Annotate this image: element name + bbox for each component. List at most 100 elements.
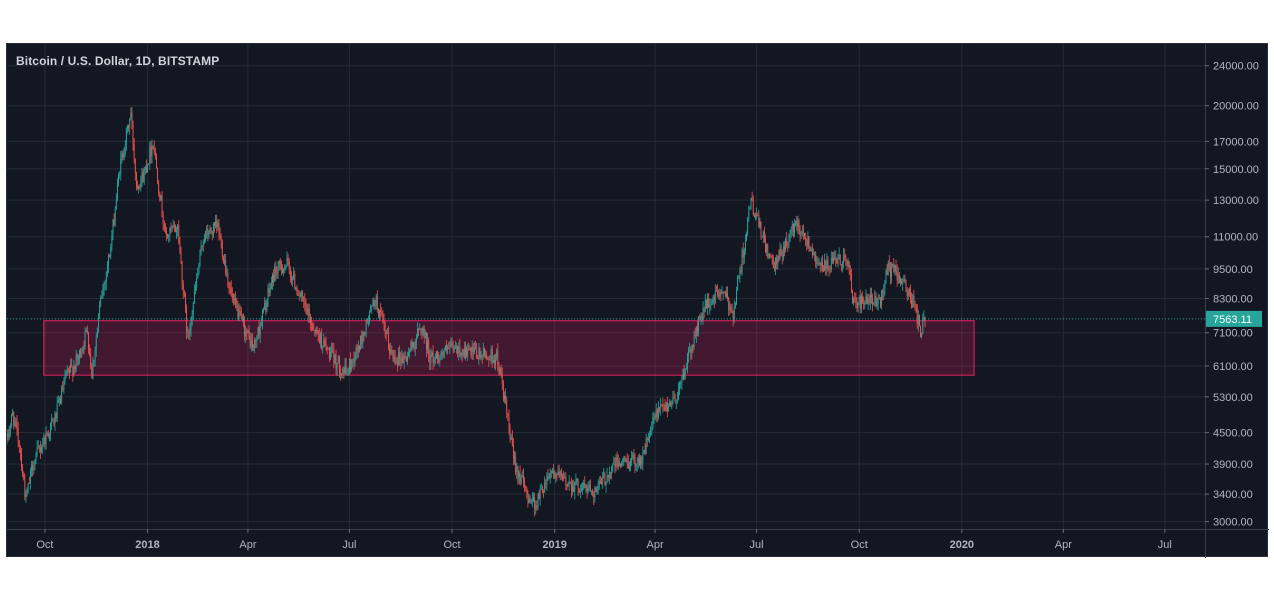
candle-body (139, 186, 141, 188)
candle-body (613, 463, 615, 465)
candle-body (470, 348, 472, 355)
candle-body (362, 331, 364, 344)
candle-body (43, 437, 45, 445)
candle-body (746, 233, 747, 240)
candle-body (202, 241, 204, 246)
candle-body (483, 348, 485, 356)
candle-body (624, 456, 626, 462)
candle-body (535, 505, 537, 510)
candle-body (533, 497, 534, 500)
candle-body (916, 305, 918, 325)
candle-body (549, 472, 551, 479)
candle-body (366, 319, 368, 322)
candle-body (449, 344, 451, 349)
candle-body (434, 358, 436, 360)
candle-body (920, 326, 922, 337)
candle-body (873, 303, 875, 305)
candle-body (555, 474, 557, 479)
candle-body (350, 359, 352, 370)
candle-body (524, 480, 526, 486)
candle-body (336, 362, 338, 369)
candle-body (228, 284, 230, 288)
candle-body (34, 459, 36, 469)
candle-body (801, 231, 803, 233)
candle-body (37, 447, 39, 449)
candle-body (93, 359, 95, 363)
candle-body (714, 290, 716, 303)
candle-body (813, 254, 814, 256)
candle-body (282, 269, 283, 274)
candle-body (293, 274, 295, 279)
candle-body (564, 477, 566, 479)
candle-body (87, 332, 89, 349)
candle-body (790, 228, 792, 234)
candle-body (425, 332, 427, 350)
candle-body (103, 283, 105, 289)
candle-body (887, 262, 889, 275)
candle-body (221, 242, 223, 257)
candle-body (80, 350, 82, 357)
candle-body (575, 478, 577, 483)
candle-body (491, 349, 493, 363)
x-tick-label: 2018 (135, 539, 159, 551)
candle-body (544, 483, 546, 493)
candle-body (798, 219, 800, 232)
candle-body (753, 214, 755, 218)
chart-container[interactable]: 24000.00 20000.00 17000.00 15000.00 13000.00… (6, 43, 1269, 558)
candle-body (653, 416, 655, 418)
candle-body (154, 152, 156, 157)
candle-body (192, 302, 194, 315)
candle-body (557, 471, 559, 475)
candle-body (144, 166, 146, 171)
x-tick-label: Apr (647, 539, 664, 551)
candle-body (531, 499, 533, 502)
candle-body (912, 295, 914, 308)
candle-body (521, 475, 523, 478)
candle-body (278, 261, 280, 269)
y-tick-label: 20000.00 (1213, 101, 1259, 113)
candle-body (715, 290, 717, 292)
price-chart[interactable]: 24000.00 20000.00 17000.00 15000.00 13000.00… (7, 44, 1269, 558)
candle-body (688, 349, 689, 355)
candle-body (594, 488, 596, 498)
candle-body (665, 401, 667, 412)
candle-body (22, 468, 24, 475)
candle-body (404, 356, 406, 358)
support-zone-rect[interactable] (43, 320, 975, 376)
candle-body (516, 465, 518, 473)
candle-body (206, 228, 208, 232)
candle-body (91, 365, 93, 379)
candle-body (193, 289, 195, 303)
candle-body (138, 186, 140, 190)
candle-body (53, 420, 55, 424)
candle-body (159, 192, 161, 200)
candle-body (340, 372, 341, 374)
candle-body (606, 475, 608, 483)
candle-body (588, 485, 590, 489)
candle-body (81, 353, 83, 357)
candle-body (137, 185, 138, 190)
candle-body (572, 486, 573, 491)
candle-body (318, 335, 320, 343)
x-tick-label: Jul (750, 539, 764, 551)
candle-body (918, 315, 920, 327)
candle-body (12, 412, 14, 415)
candle-body (344, 365, 346, 374)
candle-body (189, 329, 191, 334)
candle-body (130, 112, 132, 120)
candle-body (884, 281, 886, 291)
candle-body (869, 294, 871, 303)
candle-body (796, 220, 798, 227)
candle-body (475, 348, 476, 350)
candle-body (183, 291, 185, 296)
candle-body (141, 172, 143, 180)
candle-body (844, 255, 846, 257)
candle-body (831, 258, 833, 262)
candle-body (547, 476, 549, 479)
candle-body (256, 338, 258, 342)
candle-body (874, 295, 876, 304)
candle-body (773, 268, 775, 269)
candle-body (245, 330, 247, 336)
candle-body (655, 409, 657, 418)
candle-body (757, 214, 759, 216)
